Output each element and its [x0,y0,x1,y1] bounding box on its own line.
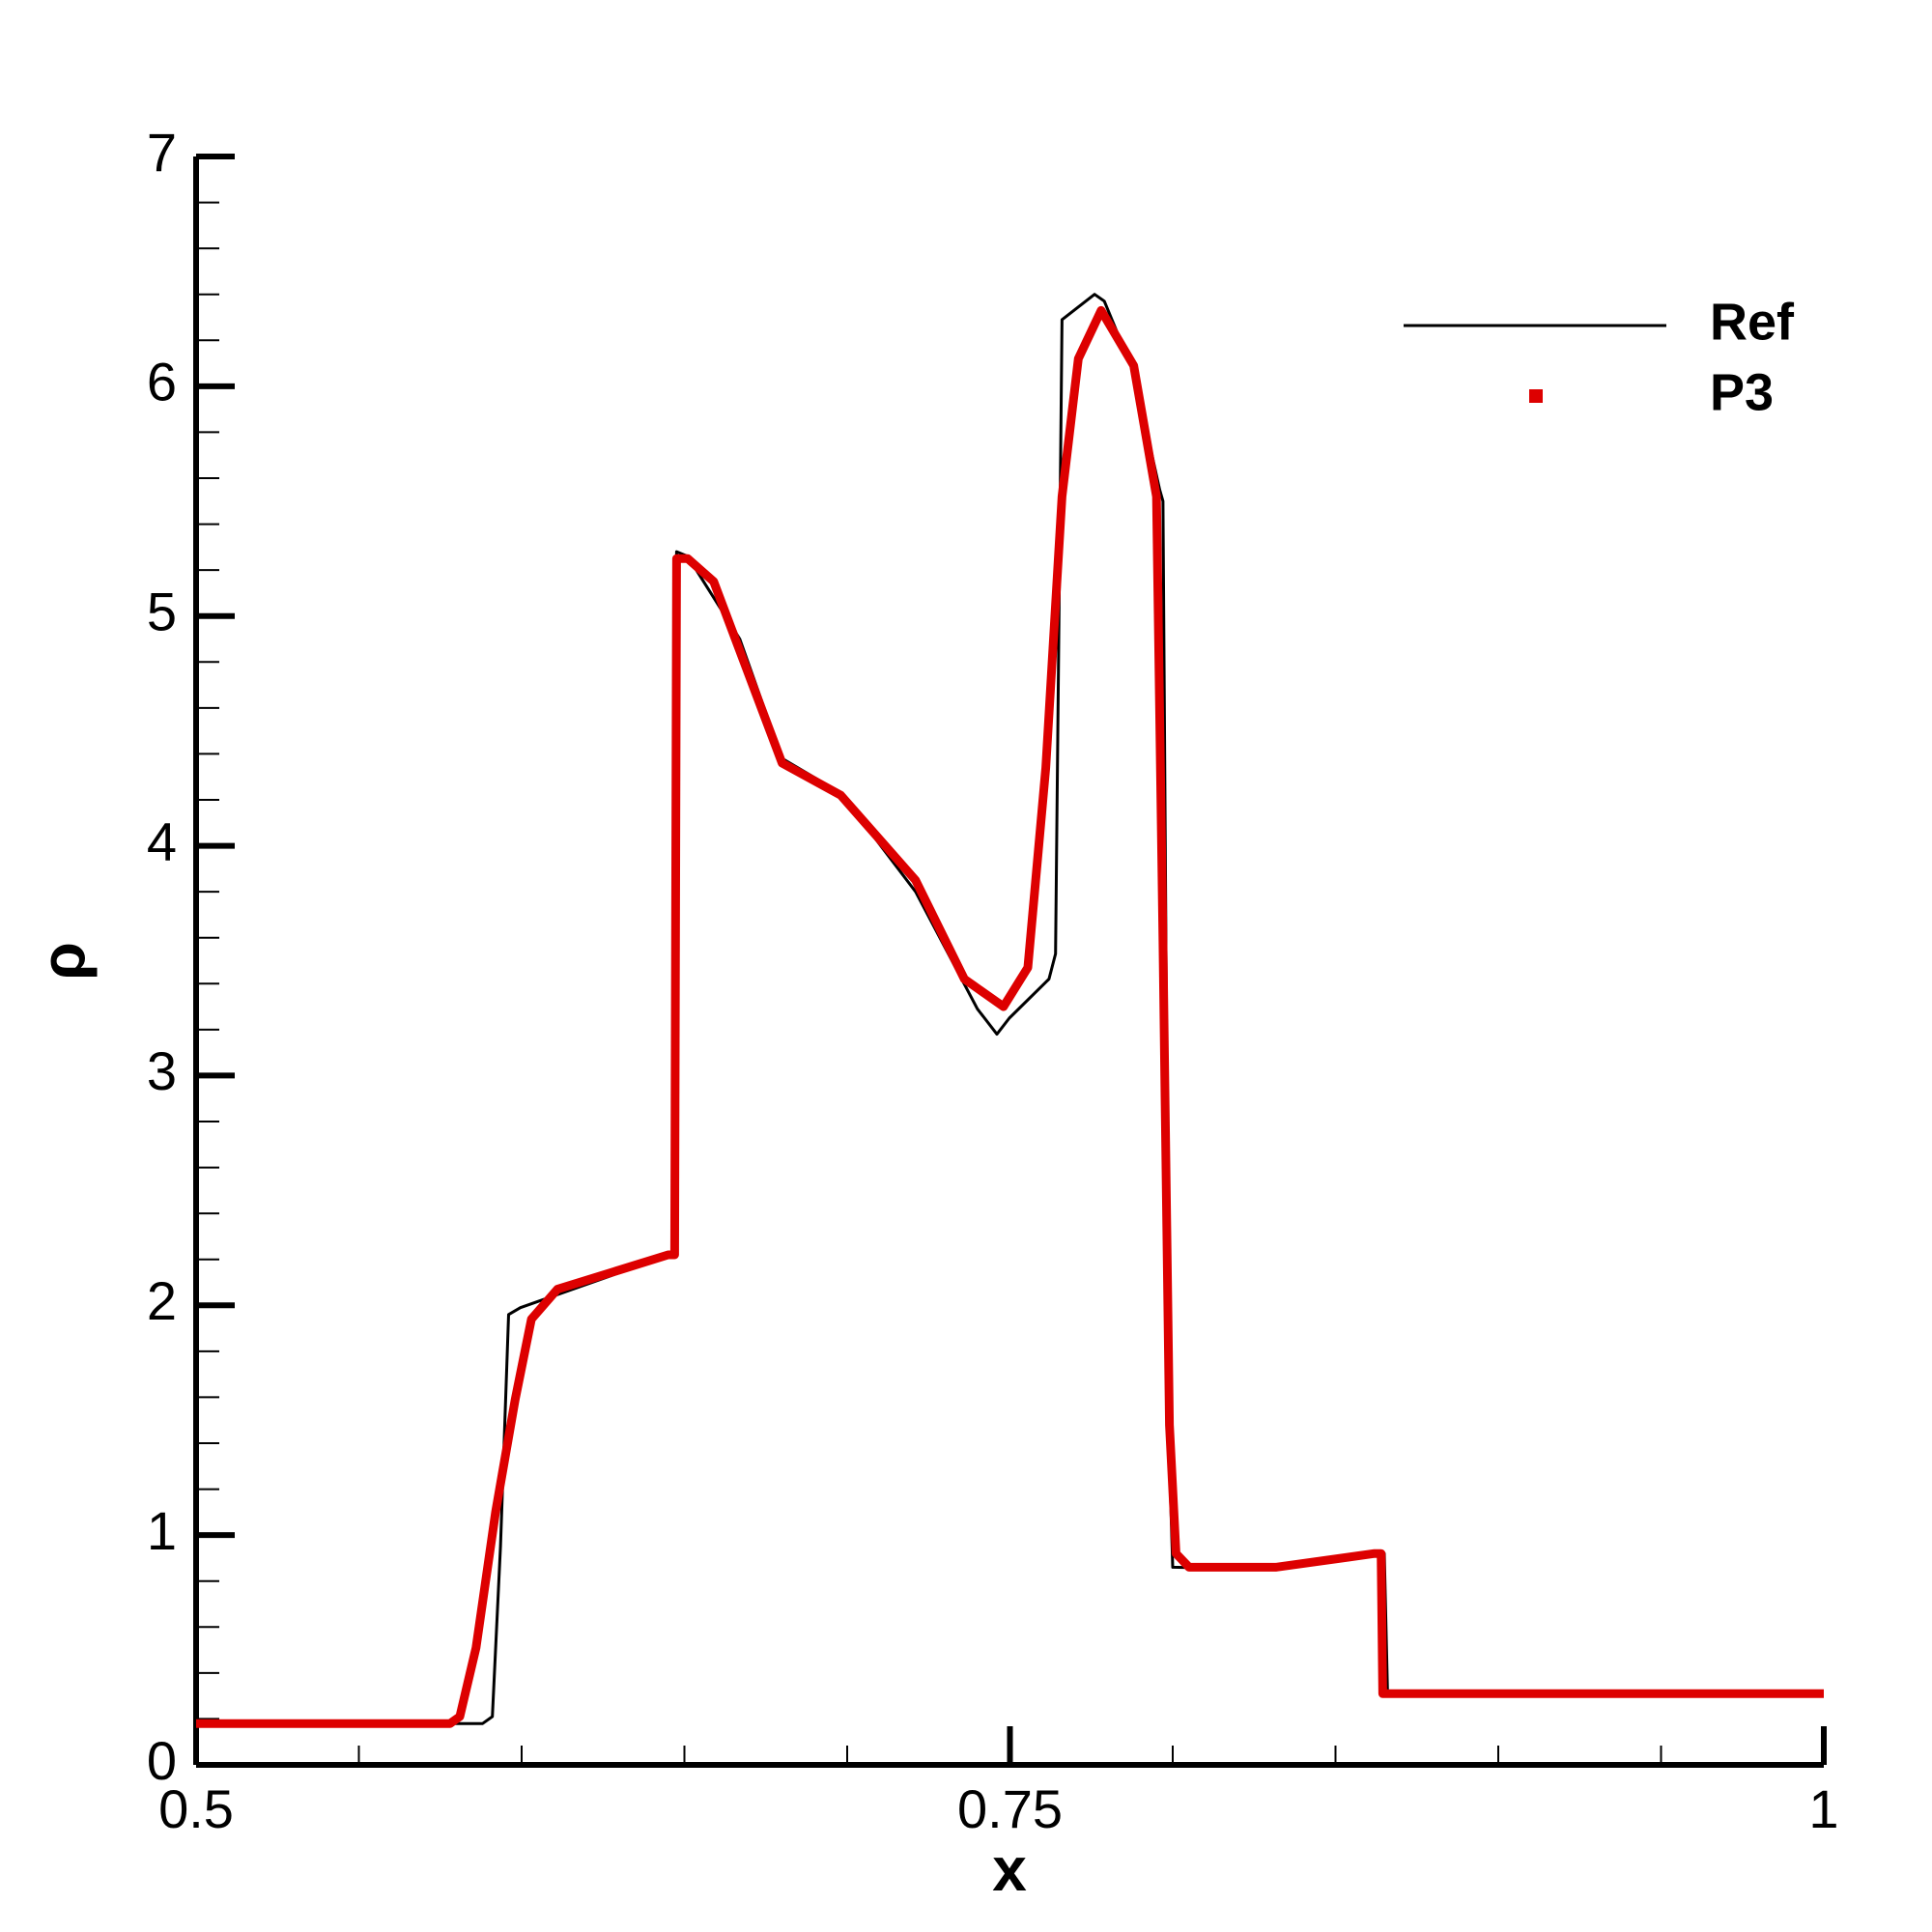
x-tick-label: 0.75 [957,1778,1063,1839]
legend-marker [1529,389,1543,403]
y-axis-label: ρ [28,942,98,980]
y-tick-label: 1 [147,1500,177,1561]
y-tick-label: 7 [147,122,177,183]
y-tick-label: 4 [147,810,177,871]
legend-label: Ref [1710,293,1795,351]
y-tick-label: 0 [147,1730,177,1791]
x-tick-label: 0.5 [158,1778,234,1839]
x-tick-label: 1 [1808,1778,1838,1839]
series-line [196,293,1824,1725]
y-tick-label: 5 [147,582,177,642]
series-markers [196,305,1824,1728]
x-axis-label: x [992,1834,1027,1904]
legend-label: P3 [1710,363,1774,421]
y-tick-label: 6 [147,352,177,412]
y-tick-label: 3 [147,1040,177,1101]
y-tick-label: 2 [147,1270,177,1331]
